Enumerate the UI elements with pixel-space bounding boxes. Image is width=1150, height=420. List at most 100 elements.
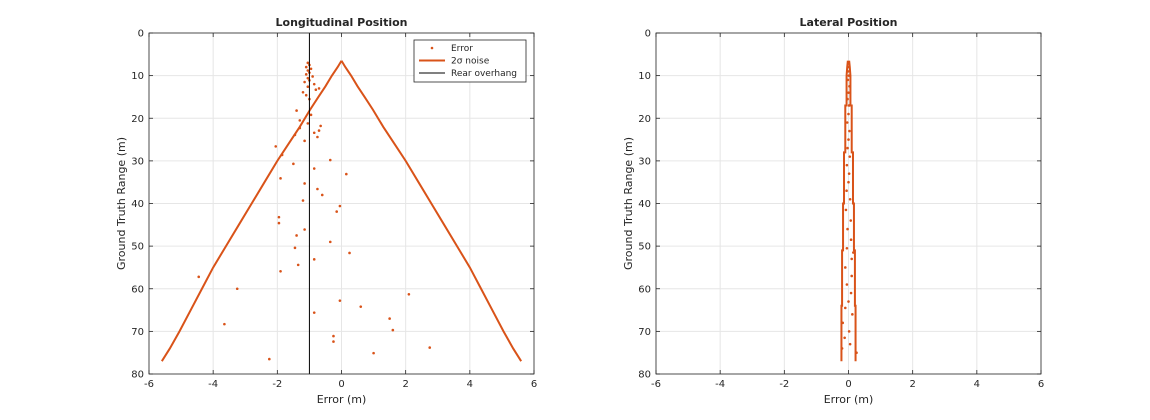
error-point — [843, 336, 846, 340]
error-point — [274, 145, 278, 148]
error-point — [848, 197, 852, 201]
error-point — [303, 228, 306, 231]
error-point — [844, 208, 848, 212]
x-tick-label: 4 — [467, 379, 473, 390]
y-axis-label: Ground Truth Range (m) — [115, 137, 128, 270]
y-tick-label: 60 — [638, 284, 651, 295]
error-point — [316, 135, 319, 139]
error-point — [301, 90, 305, 94]
error-point — [314, 88, 318, 91]
y-tick-label: 20 — [131, 114, 144, 125]
y-tick-label: 50 — [638, 242, 651, 253]
error-point — [391, 328, 395, 332]
y-tick-label: 0 — [645, 29, 651, 40]
error-point — [277, 215, 281, 219]
error-point — [316, 187, 319, 191]
noise-line-right-branch — [340, 60, 523, 362]
chart-title: Lateral Position — [800, 16, 898, 29]
error-point — [372, 351, 375, 355]
error-point — [235, 287, 239, 291]
error-point — [847, 172, 851, 175]
y-tick-label: 70 — [638, 327, 651, 338]
error-point — [304, 93, 308, 97]
error-point — [407, 292, 411, 296]
error-point — [845, 283, 849, 286]
error-point — [338, 204, 342, 208]
error-point — [845, 246, 849, 250]
x-tick-label: 6 — [1038, 379, 1044, 390]
legend-marker-error — [430, 46, 434, 50]
x-axis-label: Error (m) — [824, 393, 874, 406]
error-point — [303, 182, 306, 185]
error-point — [295, 234, 298, 237]
error-point — [849, 238, 853, 242]
y-tick-label: 40 — [131, 199, 144, 210]
error-point — [847, 91, 850, 94]
error-point — [348, 251, 351, 255]
y-tick-label: 0 — [138, 29, 144, 40]
legend: Error 2σ noise Rear overhang — [413, 39, 527, 83]
x-tick-label: -6 — [651, 379, 661, 390]
error-point — [846, 146, 849, 150]
x-tick-label: 0 — [845, 379, 851, 390]
error-point — [268, 357, 271, 361]
noise-line-right-branch — [848, 60, 857, 362]
error-point — [304, 65, 308, 69]
error-point — [197, 275, 201, 279]
error-point — [850, 274, 854, 278]
y-tick-label: 20 — [638, 114, 651, 125]
legend-label: 2σ noise — [451, 57, 490, 67]
error-point — [312, 258, 316, 261]
error-point — [312, 311, 316, 314]
legend-label: Rear overhang — [451, 69, 517, 79]
x-tick-label: -4 — [715, 379, 725, 390]
error-point — [849, 291, 853, 295]
error-point — [317, 87, 321, 90]
error-point — [320, 193, 324, 197]
error-point — [843, 306, 847, 310]
error-point — [312, 131, 316, 135]
error-point — [304, 73, 308, 76]
error-point — [309, 67, 313, 71]
y-tick-label: 10 — [131, 71, 144, 82]
error-point — [306, 61, 310, 65]
x-tick-label: -2 — [779, 379, 789, 390]
error-point — [306, 122, 310, 125]
error-point — [332, 334, 335, 338]
legend-label: Error — [451, 44, 473, 54]
y-tick-label: 80 — [131, 370, 144, 381]
chart-title: Longitudinal Position — [276, 16, 408, 29]
error-point — [298, 119, 302, 122]
error-point — [312, 167, 316, 170]
error-point — [359, 305, 363, 308]
error-point — [279, 269, 282, 273]
error-point — [845, 189, 848, 193]
x-tick-label: 2 — [402, 379, 408, 390]
error-point — [292, 162, 295, 166]
error-point — [848, 155, 852, 158]
error-point — [847, 180, 850, 184]
y-tick-label: 70 — [131, 327, 144, 338]
error-point — [332, 340, 335, 343]
error-point — [306, 76, 310, 80]
error-point — [849, 219, 853, 222]
y-axis-label: Ground Truth Range (m) — [622, 137, 635, 270]
x-tick-label: -2 — [272, 379, 282, 390]
error-point — [277, 221, 281, 225]
error-point — [296, 263, 300, 267]
error-point — [306, 69, 310, 72]
x-axis-label: Error (m) — [317, 393, 367, 406]
error-point — [303, 139, 306, 143]
error-point — [850, 257, 854, 261]
y-tick-label: 30 — [638, 156, 651, 167]
error-point — [848, 342, 852, 346]
error-point — [388, 317, 391, 320]
error-point — [847, 330, 851, 333]
noise-line-left-branch — [160, 60, 343, 362]
error-point — [847, 112, 850, 116]
error-point — [328, 240, 332, 244]
noise-line-left-branch — [840, 60, 849, 362]
x-tick-label: 6 — [531, 379, 537, 390]
